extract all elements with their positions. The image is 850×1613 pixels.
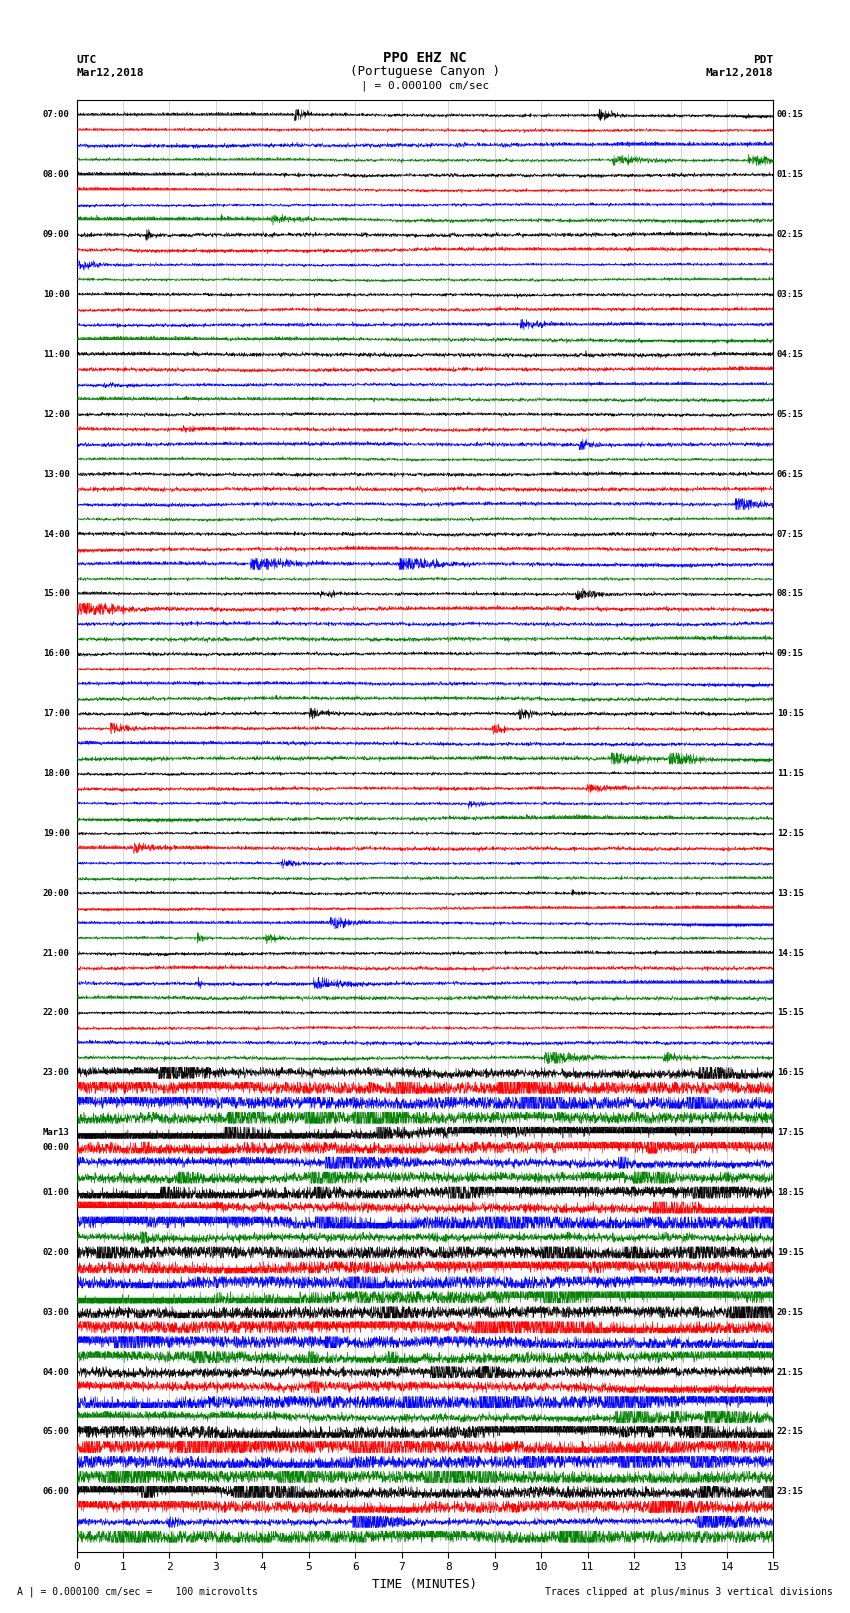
- Text: A | = 0.000100 cm/sec =    100 microvolts: A | = 0.000100 cm/sec = 100 microvolts: [17, 1586, 258, 1597]
- Text: PPO EHZ NC: PPO EHZ NC: [383, 52, 467, 65]
- Text: 14:00: 14:00: [42, 529, 70, 539]
- Text: 23:00: 23:00: [42, 1068, 70, 1077]
- Text: 01:15: 01:15: [777, 171, 804, 179]
- Text: 19:15: 19:15: [777, 1248, 804, 1257]
- Text: 17:00: 17:00: [42, 710, 70, 718]
- Text: 15:15: 15:15: [777, 1008, 804, 1018]
- Text: 22:00: 22:00: [42, 1008, 70, 1018]
- Text: 04:15: 04:15: [777, 350, 804, 360]
- Text: 13:15: 13:15: [777, 889, 804, 898]
- Text: Mar12,2018: Mar12,2018: [76, 68, 144, 77]
- Text: 03:15: 03:15: [777, 290, 804, 298]
- Text: 10:00: 10:00: [42, 290, 70, 298]
- X-axis label: TIME (MINUTES): TIME (MINUTES): [372, 1578, 478, 1590]
- Text: 18:15: 18:15: [777, 1189, 804, 1197]
- Text: 21:15: 21:15: [777, 1368, 804, 1376]
- Text: 05:00: 05:00: [42, 1428, 70, 1437]
- Text: 02:00: 02:00: [42, 1248, 70, 1257]
- Text: 09:15: 09:15: [777, 650, 804, 658]
- Text: 02:15: 02:15: [777, 231, 804, 239]
- Text: PDT: PDT: [753, 55, 774, 65]
- Text: 04:00: 04:00: [42, 1368, 70, 1376]
- Text: 06:00: 06:00: [42, 1487, 70, 1497]
- Text: 00:15: 00:15: [777, 110, 804, 119]
- Text: 07:15: 07:15: [777, 529, 804, 539]
- Text: 00:00: 00:00: [42, 1144, 70, 1152]
- Text: 03:00: 03:00: [42, 1308, 70, 1316]
- Text: Mar12,2018: Mar12,2018: [706, 68, 774, 77]
- Text: 18:00: 18:00: [42, 769, 70, 777]
- Text: 11:15: 11:15: [777, 769, 804, 777]
- Text: 10:15: 10:15: [777, 710, 804, 718]
- Text: 20:00: 20:00: [42, 889, 70, 898]
- Text: 11:00: 11:00: [42, 350, 70, 360]
- Text: 16:15: 16:15: [777, 1068, 804, 1077]
- Text: UTC: UTC: [76, 55, 97, 65]
- Text: (Portuguese Canyon ): (Portuguese Canyon ): [350, 65, 500, 77]
- Text: 15:00: 15:00: [42, 589, 70, 598]
- Text: 19:00: 19:00: [42, 829, 70, 837]
- Text: 13:00: 13:00: [42, 469, 70, 479]
- Text: Mar13: Mar13: [42, 1127, 70, 1137]
- Text: 08:00: 08:00: [42, 171, 70, 179]
- Text: 12:15: 12:15: [777, 829, 804, 837]
- Text: 01:00: 01:00: [42, 1189, 70, 1197]
- Text: 12:00: 12:00: [42, 410, 70, 419]
- Text: 20:15: 20:15: [777, 1308, 804, 1316]
- Text: 22:15: 22:15: [777, 1428, 804, 1437]
- Text: 09:00: 09:00: [42, 231, 70, 239]
- Text: 05:15: 05:15: [777, 410, 804, 419]
- Text: 07:00: 07:00: [42, 110, 70, 119]
- Text: 17:15: 17:15: [777, 1127, 804, 1137]
- Text: 23:15: 23:15: [777, 1487, 804, 1497]
- Text: | = 0.000100 cm/sec: | = 0.000100 cm/sec: [361, 81, 489, 90]
- Text: 06:15: 06:15: [777, 469, 804, 479]
- Text: 21:00: 21:00: [42, 948, 70, 958]
- Text: Traces clipped at plus/minus 3 vertical divisions: Traces clipped at plus/minus 3 vertical …: [545, 1587, 833, 1597]
- Text: 14:15: 14:15: [777, 948, 804, 958]
- Text: 16:00: 16:00: [42, 650, 70, 658]
- Text: 08:15: 08:15: [777, 589, 804, 598]
